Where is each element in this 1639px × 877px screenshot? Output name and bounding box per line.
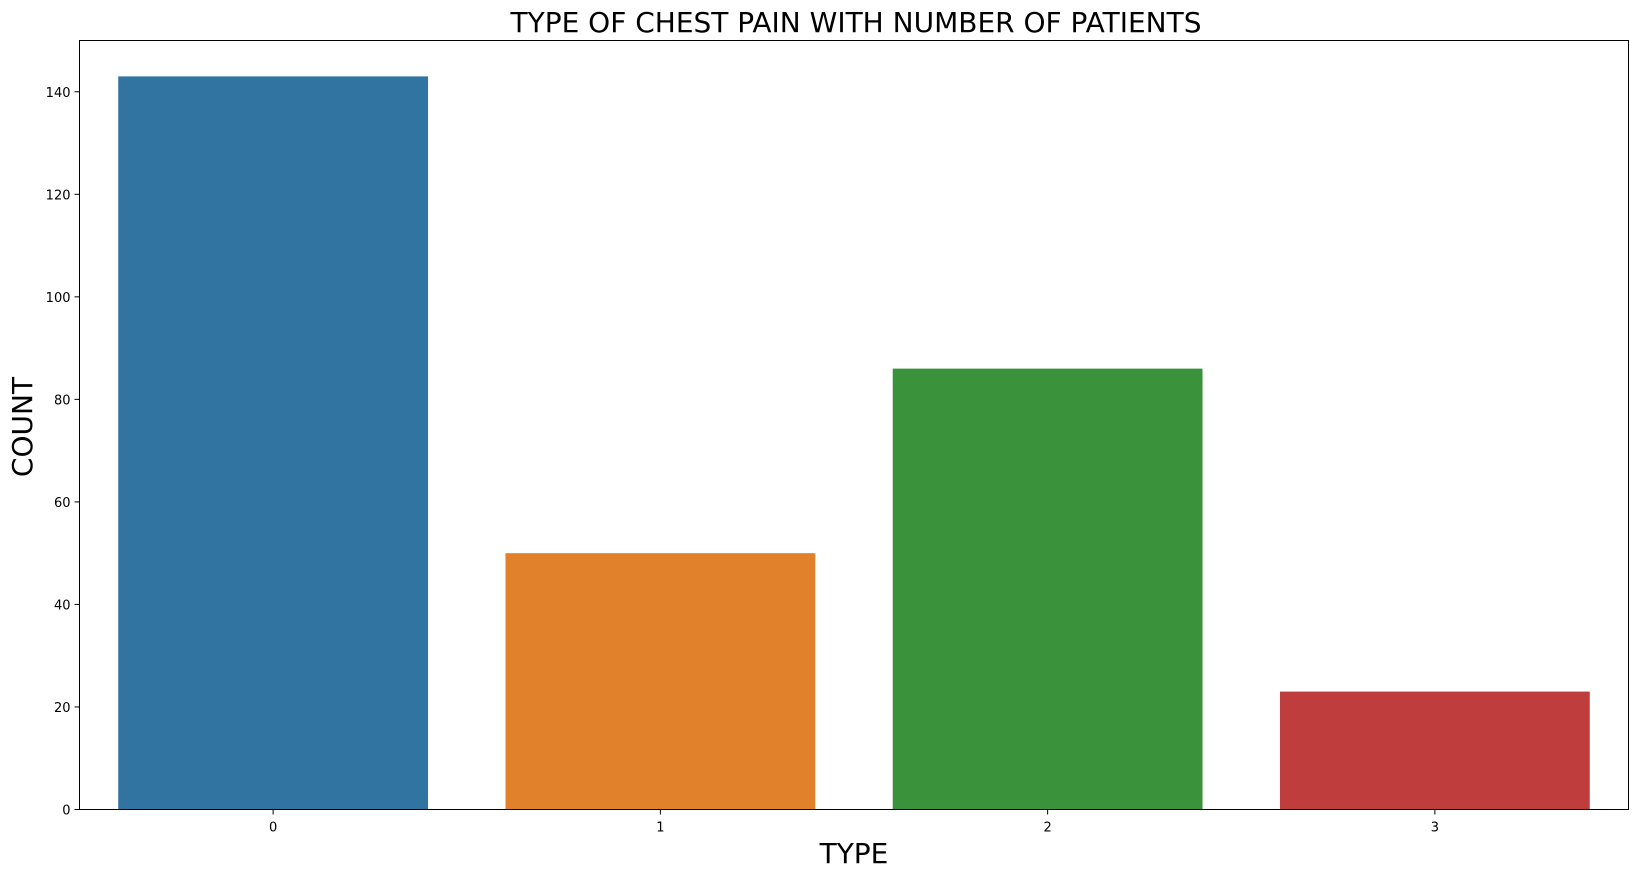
bar-1 xyxy=(505,553,816,810)
y-tick-label: 120 xyxy=(46,188,71,203)
plot-frame xyxy=(79,40,1629,810)
y-tick-label: 60 xyxy=(54,496,71,511)
y-tick-label: 40 xyxy=(54,598,71,613)
x-axis: 0 1 2 3 xyxy=(269,809,1439,836)
x-tick-label: 0 xyxy=(269,821,277,836)
y-tick-label: 140 xyxy=(46,86,71,101)
bar-2 xyxy=(892,368,1203,810)
bars-group xyxy=(118,76,1590,810)
y-axis-label: COUNT xyxy=(6,376,39,477)
x-tick-label: 2 xyxy=(1043,821,1051,836)
x-tick-label: 3 xyxy=(1431,821,1439,836)
x-axis-label: TYPE xyxy=(819,837,889,870)
y-tick-label: 20 xyxy=(54,701,71,716)
x-tick-label: 1 xyxy=(656,821,664,836)
bar-3 xyxy=(1279,691,1590,810)
y-tick-label: 80 xyxy=(54,393,71,408)
y-tick-label: 100 xyxy=(46,291,71,306)
y-tick-label: 0 xyxy=(62,804,70,819)
y-axis: 0 20 40 60 80 100 120 140 xyxy=(46,86,80,819)
chart-title: TYPE OF CHEST PAIN WITH NUMBER OF PATIEN… xyxy=(509,6,1201,39)
bar-0 xyxy=(118,76,429,810)
